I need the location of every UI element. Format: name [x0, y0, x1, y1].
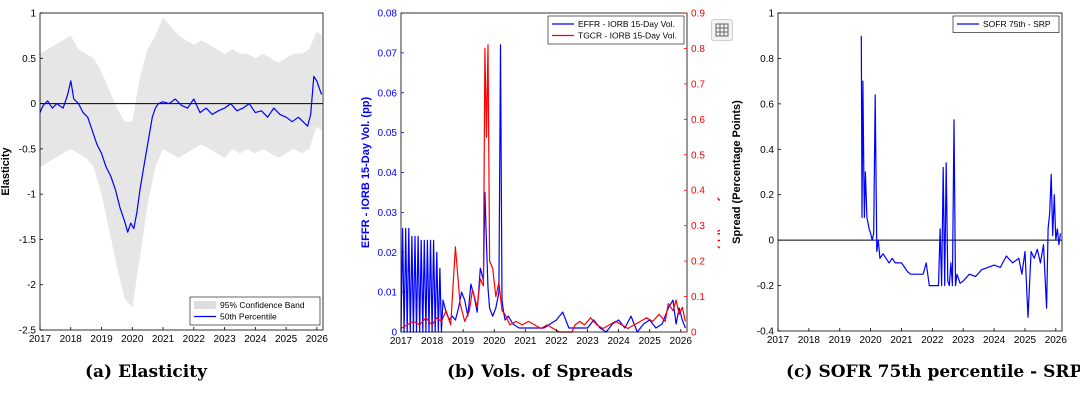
series-line — [860, 35, 1062, 318]
x-tick-label: 2026 — [1045, 335, 1068, 346]
caption-text: SOFR 75th percentile - SRP — [818, 362, 1080, 382]
caption-label: (a) — [85, 362, 113, 382]
plot-frame — [39, 12, 324, 331]
y-tick-label: 0.6 — [760, 99, 774, 110]
y-tick-label: 0.08 — [378, 9, 398, 20]
x-tick-label: 2024 — [983, 335, 1006, 346]
x-tick-label: 2017 — [390, 336, 413, 347]
x-tick-label: 2020 — [121, 334, 144, 345]
y-tick-label-right: 0.9 — [691, 9, 705, 20]
chart-sofr-srp: 2017 2018 2019 2020 2021 2022 2023 2024 2025 2026… — [731, 9, 1068, 347]
x-tick-label: 2020 — [483, 336, 506, 347]
y-tick-label: -1 — [27, 190, 36, 201]
legend-swatch — [194, 301, 216, 309]
legend-label: EFFR - IORB 15-Day Vol. — [578, 19, 675, 29]
series-line — [400, 44, 686, 333]
y-tick-label: -0.2 — [757, 281, 775, 292]
x-tick-label: 2021 — [514, 336, 537, 347]
legend-label: TGCR - IORB 15-Day Vol. — [578, 31, 677, 41]
x-tick-label: 2021 — [152, 334, 175, 345]
y-tick-label-right: 0.5 — [691, 150, 705, 161]
y-tick-label-right: 0.8 — [691, 44, 705, 55]
y-tick-label: 0.07 — [378, 48, 398, 59]
x-tick-label: 2025 — [639, 336, 662, 347]
y-tick-label: 0.01 — [378, 288, 398, 299]
y-tick-label-right: 0 — [691, 328, 697, 339]
x-tick-label: 2026 — [306, 334, 329, 345]
y-tick-label: 0 — [30, 99, 36, 110]
y-tick-label-right: 0.3 — [691, 221, 705, 232]
legend-label: SOFR 75th - SRP — [983, 19, 1051, 29]
y-axis-label: EFFR - IORB 15-Day Vol. (pp) — [360, 96, 372, 248]
x-tick-label: 2022 — [921, 335, 944, 346]
y-tick-label: 0.03 — [378, 208, 398, 219]
x-tick-label: 2018 — [421, 336, 444, 347]
x-tick-label: 2026 — [670, 336, 693, 347]
x-tick-label: 2024 — [244, 334, 267, 345]
x-tick-label: 2025 — [1014, 335, 1037, 346]
plot-frame — [400, 12, 688, 333]
x-tick-label: 2019 — [90, 334, 113, 345]
x-tick-label: 2022 — [183, 334, 206, 345]
y-tick-label: 0.04 — [378, 168, 398, 179]
y-tick-label: 0.8 — [760, 54, 774, 65]
x-tick-label: 2019 — [452, 336, 475, 347]
y-tick-label: 1 — [768, 9, 774, 20]
panel-toolbar-icon[interactable] — [711, 19, 733, 41]
x-tick-label: 2021 — [890, 335, 913, 346]
y-tick-label-right: 0.7 — [691, 79, 705, 90]
y-tick-label-right: 0.2 — [691, 257, 705, 268]
x-tick-label: 2024 — [607, 336, 630, 347]
y-tick-label: 0.2 — [760, 190, 774, 201]
chart-vols-of-spreads: 2017 2018 2019 2020 2021 2022 2023 2024 2025 2026… — [360, 9, 720, 348]
y-tick-label: 1 — [30, 9, 36, 20]
y-axis-label: Elasticity — [0, 146, 12, 195]
y-tick-label: -2 — [27, 280, 36, 291]
caption-text: Elasticity — [118, 362, 207, 382]
x-tick-label: 2022 — [545, 336, 568, 347]
x-tick-label: 2018 — [798, 335, 821, 346]
legend-label: 50th Percentile — [220, 312, 277, 322]
x-tick-label: 2017 — [767, 335, 790, 346]
caption-text: Vols. of Spreads — [480, 362, 633, 382]
y-axis-label-right: TGCR - IORB 15-Day Vol. (pp) — [717, 96, 720, 250]
y-tick-label: 0.5 — [22, 54, 36, 65]
y-tick-label: 0 — [768, 236, 774, 247]
confidence-band — [40, 17, 322, 308]
caption-b: (b) Vols. of Spreads — [447, 362, 633, 382]
caption-a: (a) Elasticity — [85, 362, 207, 382]
x-tick-label: 2017 — [29, 334, 52, 345]
caption-label: (c) — [786, 362, 813, 382]
y-tick-label: 0.4 — [760, 145, 774, 156]
chart-elasticity: 2017 2018 2019 2020 2021 2022 2023 2024 2025 2026… — [0, 9, 329, 346]
series-line — [400, 44, 686, 333]
x-tick-label: 2019 — [829, 335, 852, 346]
x-tick-label: 2023 — [952, 335, 975, 346]
grid-icon — [715, 23, 729, 37]
y-tick-label: -2.5 — [19, 326, 37, 337]
caption-c: (c) SOFR 75th percentile - SRP — [786, 362, 1080, 382]
legend-box — [547, 15, 685, 45]
x-tick-label: 2025 — [275, 334, 298, 345]
y-tick-label: -0.5 — [19, 144, 37, 155]
y-tick-label: 0 — [391, 328, 397, 339]
y-tick-label: -0.4 — [757, 327, 775, 338]
y-tick-label-right: 0.6 — [691, 115, 705, 126]
y-tick-label: 0.05 — [378, 128, 398, 139]
x-tick-label: 2018 — [60, 334, 83, 345]
x-tick-label: 2020 — [859, 335, 882, 346]
legend-box — [952, 15, 1060, 33]
legend-label: 95% Confidence Band — [220, 300, 305, 310]
y-axis-label: Spread (Percentage Points) — [731, 100, 743, 244]
y-tick-label: -1.5 — [19, 235, 37, 246]
y-tick-label: 0.06 — [378, 88, 398, 99]
caption-label: (b) — [447, 362, 475, 382]
x-tick-label: 2023 — [576, 336, 599, 347]
series-line — [39, 75, 323, 233]
y-tick-label-right: 0.1 — [691, 292, 705, 303]
y-tick-label-right: 0.4 — [691, 186, 705, 197]
y-tick-label: 0.02 — [378, 248, 398, 259]
x-tick-label: 2023 — [213, 334, 236, 345]
plot-frame — [777, 12, 1063, 332]
